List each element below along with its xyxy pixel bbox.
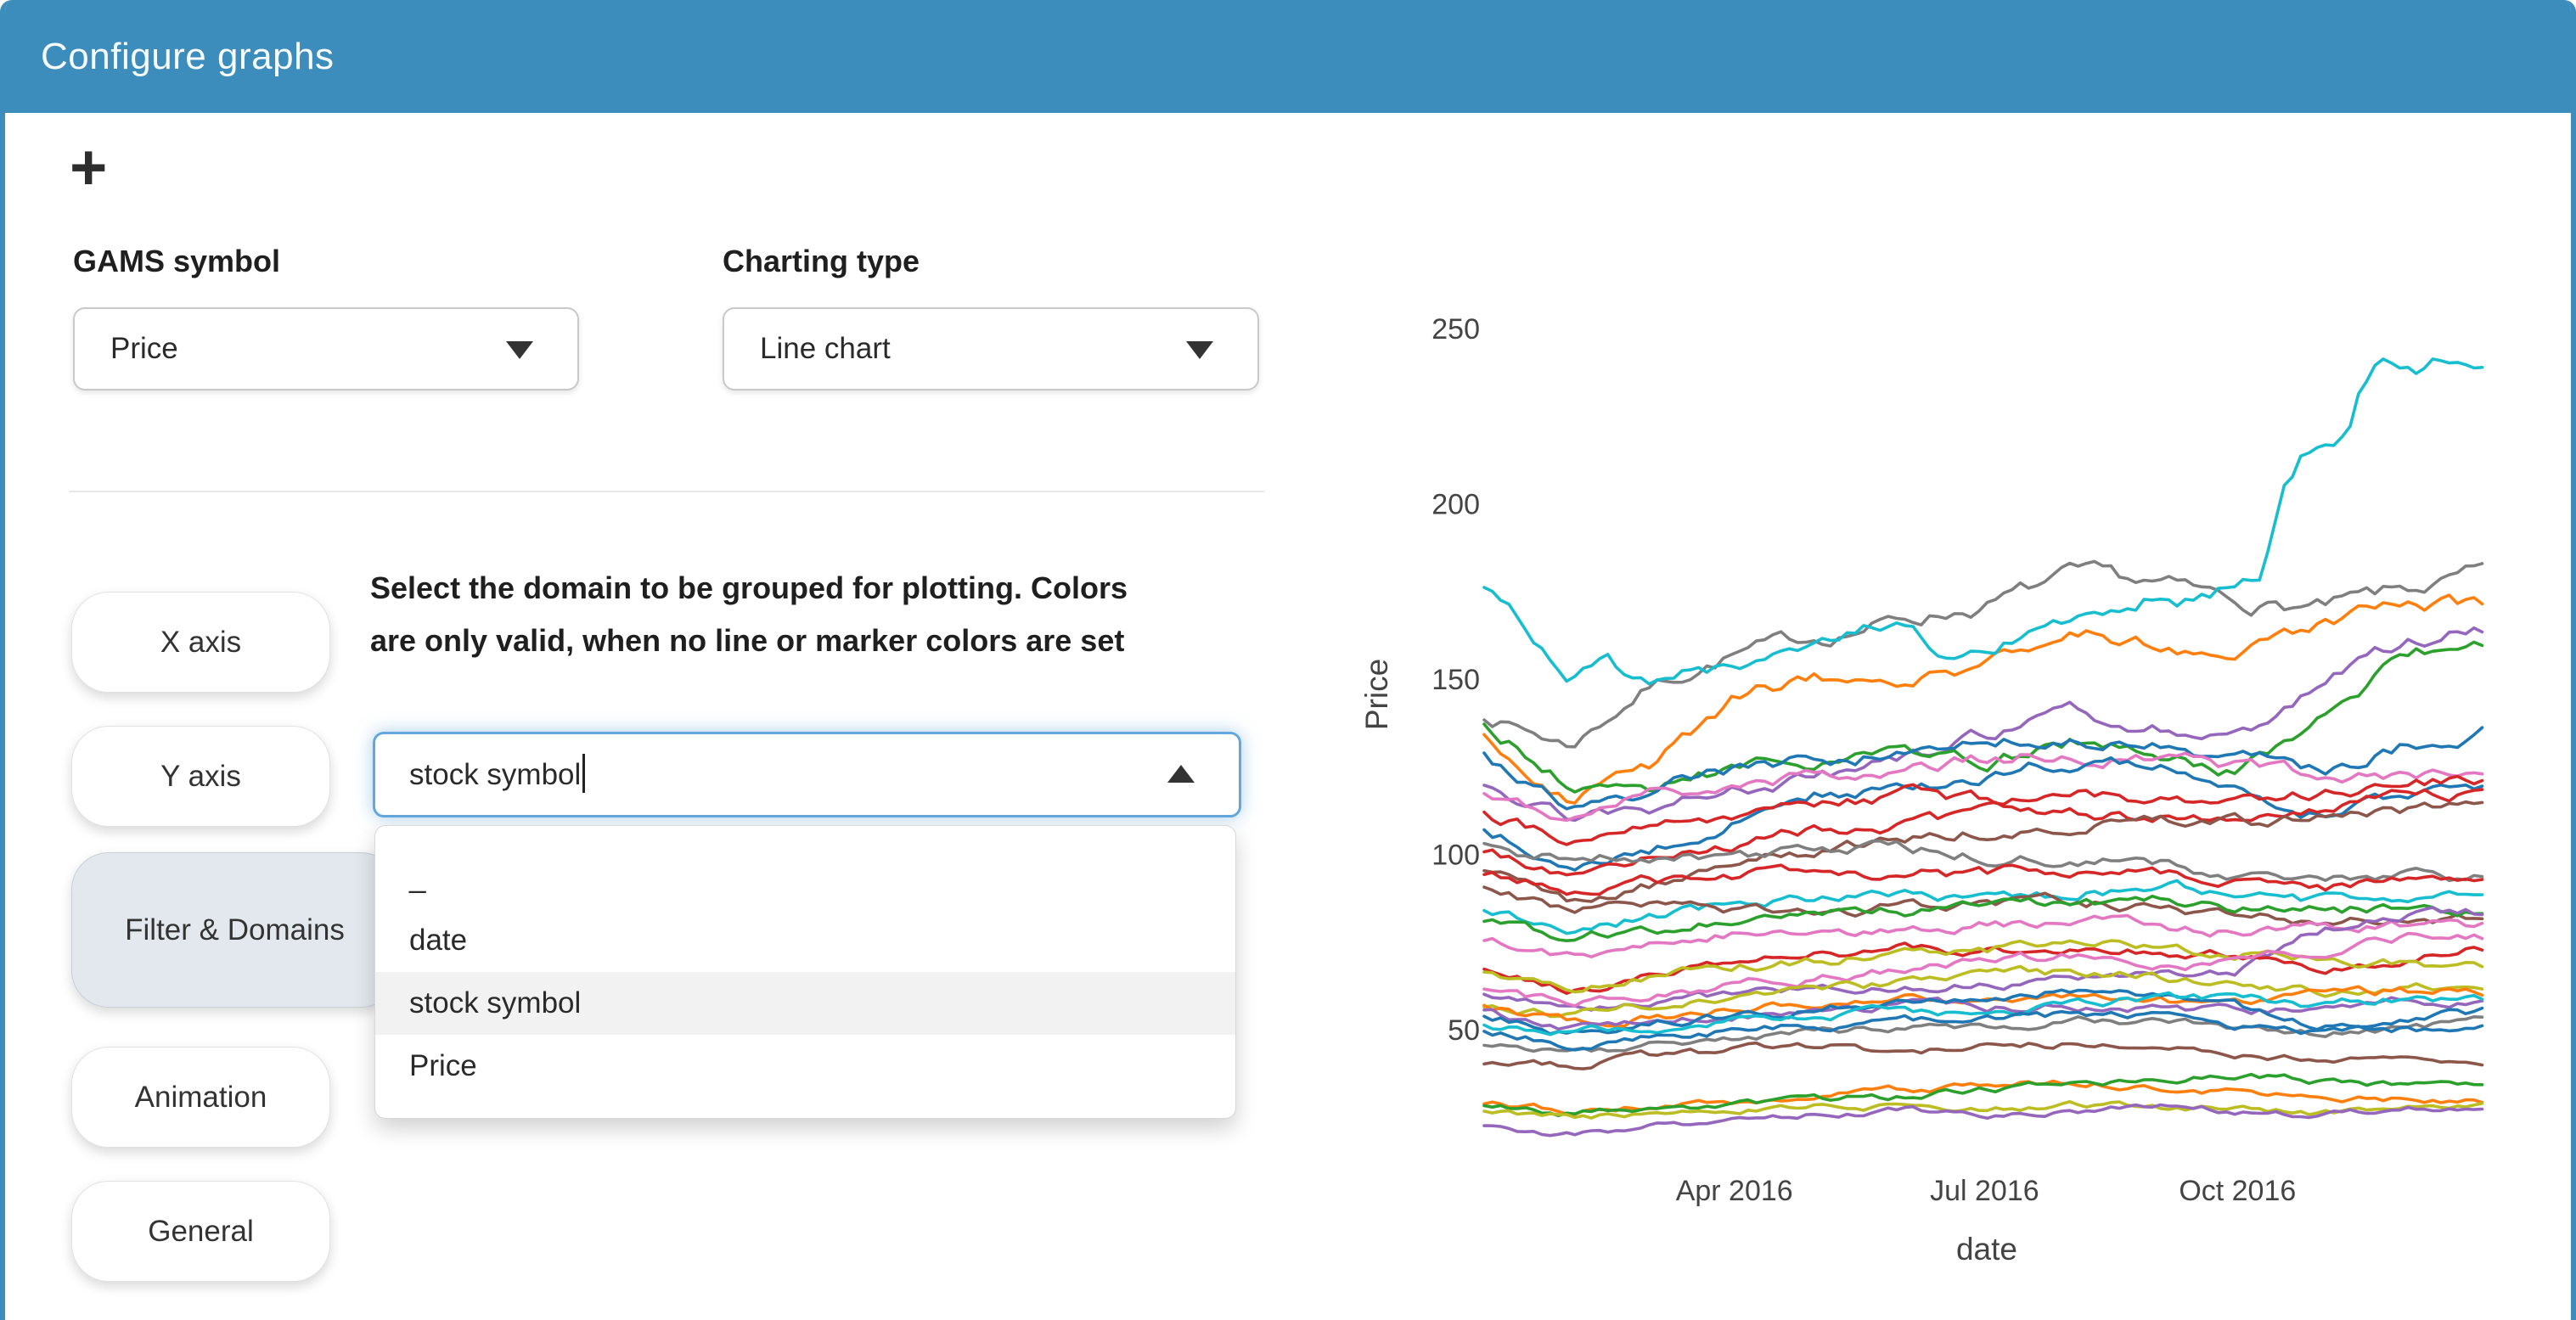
- plus-icon: +: [70, 132, 108, 204]
- series-stock-15: [1482, 894, 2484, 942]
- charting-type-label: Charting type: [723, 244, 920, 278]
- gams-symbol-value: Price: [110, 332, 178, 365]
- section-divider: [69, 491, 1264, 492]
- x-axis-title: date: [1956, 1232, 2017, 1267]
- series-stock-03: [1482, 626, 2484, 823]
- series-stock-27: [1482, 1009, 2484, 1052]
- tab-label: X axis: [160, 625, 242, 659]
- domain-combobox-value: stock symbol: [409, 758, 582, 791]
- option-stock-symbol[interactable]: stock symbol: [375, 972, 1235, 1035]
- y-tick-label: 250: [1431, 313, 1480, 345]
- text-cursor: [582, 754, 586, 793]
- series-stock-19: [1482, 939, 2484, 994]
- charting-type-select[interactable]: Line chart: [723, 307, 1259, 390]
- series-stock-24: [1482, 988, 2484, 1036]
- series-stock-28: [1482, 1041, 2484, 1070]
- tab-label: Y axis: [160, 759, 241, 793]
- series-stock-25: [1482, 991, 2484, 1036]
- tab-general[interactable]: General: [71, 1181, 330, 1282]
- option-price[interactable]: Price: [409, 1049, 477, 1082]
- series-stock-22: [1482, 985, 2484, 1028]
- tab-label: Animation: [134, 1080, 267, 1114]
- chevron-up-icon: [1167, 765, 1195, 783]
- series-stock-07: [1482, 755, 2484, 872]
- series-stock-06: [1482, 751, 2484, 823]
- gams-symbol-label: GAMS symbol: [73, 244, 281, 278]
- series-stock-16: [1482, 913, 2484, 958]
- series-stock-30: [1482, 1072, 2484, 1118]
- series-stock-05: [1482, 726, 2484, 811]
- series-stock-31: [1482, 1100, 2484, 1120]
- series-stock-13: [1482, 879, 2484, 935]
- series-stock-26: [1482, 1015, 2484, 1053]
- tab-label: Filter & Domains: [125, 913, 345, 946]
- chevron-down-icon: [506, 341, 533, 359]
- series-stock-04: [1482, 640, 2484, 794]
- tab-animation[interactable]: Animation: [71, 1047, 330, 1148]
- dialog-header: Configure graphs: [5, 0, 2571, 113]
- series-stock-02: [1482, 593, 2484, 805]
- series-stock-10: [1482, 800, 2484, 903]
- tab-label: General: [148, 1214, 254, 1248]
- domain-combobox[interactable]: stock symbol: [373, 732, 1241, 817]
- y-axis-title: Price: [1359, 659, 1394, 730]
- domain-description: Select the domain to be grouped for plot…: [370, 570, 1128, 658]
- series-stock-32: [1482, 1103, 2484, 1137]
- series-stock-33: [1482, 357, 2484, 686]
- x-tick-label: Apr 2016: [1676, 1175, 1793, 1207]
- series-stock-21: [1482, 964, 2484, 1019]
- y-tick-label: 100: [1431, 840, 1480, 872]
- domain-options-menu: _ date stock symbol Price: [374, 825, 1236, 1119]
- series-stock-17: [1482, 906, 2484, 1012]
- option-blank[interactable]: _: [409, 861, 426, 894]
- x-tick-label: Oct 2016: [2179, 1175, 2296, 1207]
- option-date[interactable]: date: [409, 924, 468, 957]
- series-stock-08: [1482, 774, 2484, 846]
- series-stock-14: [1482, 885, 2484, 927]
- y-tick-label: 50: [1448, 1014, 1480, 1047]
- tab-y-axis[interactable]: Y axis: [71, 726, 330, 827]
- series-stock-11: [1482, 839, 2484, 883]
- series-stock-09: [1482, 788, 2484, 877]
- series-stock-23: [1482, 996, 2484, 1031]
- add-graph-button[interactable]: +: [70, 134, 138, 202]
- chevron-down-icon: [1186, 341, 1213, 359]
- y-tick-label: 200: [1431, 489, 1480, 521]
- charting-type-value: Line chart: [760, 332, 891, 365]
- series-stock-01: [1482, 559, 2484, 749]
- dialog-title: Configure graphs: [41, 36, 335, 77]
- gams-symbol-select[interactable]: Price: [73, 307, 579, 390]
- tab-x-axis[interactable]: X axis: [71, 592, 330, 693]
- series-stock-12: [1482, 863, 2484, 896]
- series-stock-29: [1482, 1079, 2484, 1116]
- series-stock-20: [1482, 931, 2484, 1008]
- series-stock-18: [1482, 941, 2484, 995]
- y-tick-label: 150: [1431, 664, 1480, 696]
- tab-filter-domains[interactable]: Filter & Domains: [71, 852, 398, 1008]
- x-tick-label: Jul 2016: [1930, 1175, 2039, 1207]
